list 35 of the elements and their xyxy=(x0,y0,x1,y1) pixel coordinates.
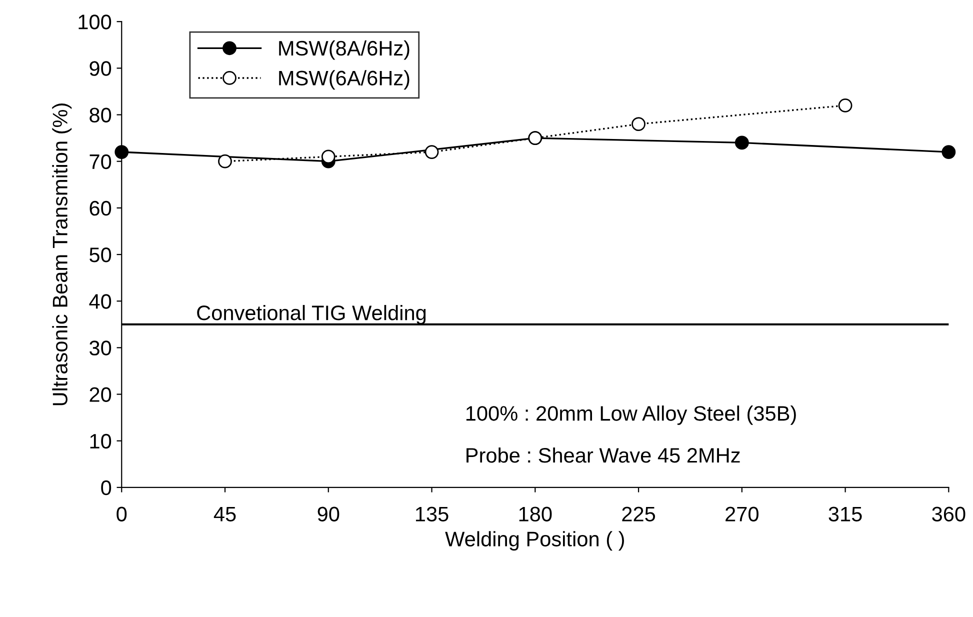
x-tick-label: 225 xyxy=(622,506,656,522)
y-tick-label: 30 xyxy=(90,340,112,356)
ref-line-label: Convetional TIG Welding xyxy=(197,304,426,324)
x-tick-label: 45 xyxy=(214,506,236,522)
x-tick-label: 270 xyxy=(726,506,758,522)
point xyxy=(424,145,439,159)
y-tick-label: 10 xyxy=(90,434,112,449)
x-tick-label: 360 xyxy=(932,506,966,522)
y-tick-label: 20 xyxy=(90,387,112,402)
y-tick-label: 90 xyxy=(90,61,112,76)
point xyxy=(942,145,956,159)
y-tick-label: 100 xyxy=(78,14,112,30)
legend-label: MSW(6A/6Hz) xyxy=(279,70,410,90)
y-tick-label: 70 xyxy=(90,154,112,170)
annotation: Probe : Shear Wave 45 2MHz xyxy=(466,447,740,463)
legend-label: MSW(8A/6Hz) xyxy=(279,40,410,60)
point xyxy=(218,154,232,168)
annotation: 100% : 20mm Low Alloy Steel (35B) xyxy=(466,406,796,425)
x-tick-label: 180 xyxy=(519,506,552,522)
y-tick-label: 60 xyxy=(90,200,112,216)
point xyxy=(321,150,336,164)
point xyxy=(632,117,646,132)
x-tick-label: 315 xyxy=(828,506,862,522)
y-tick-label: 80 xyxy=(90,108,112,123)
x-tick-label: 0 xyxy=(116,506,127,522)
y-axis-title: Ultrasonic Beam Transmition (%) xyxy=(52,104,72,406)
point xyxy=(114,145,129,159)
x-axis-title: Welding Position ( ) xyxy=(445,531,624,551)
point xyxy=(734,136,749,150)
x-tick-label: 90 xyxy=(318,506,340,522)
y-tick-label: 40 xyxy=(89,294,112,309)
x-tick-label: 135 xyxy=(416,506,448,522)
y-tick-label: 50 xyxy=(90,248,112,262)
y-tick-label: 0 xyxy=(101,480,112,496)
point xyxy=(838,98,852,112)
